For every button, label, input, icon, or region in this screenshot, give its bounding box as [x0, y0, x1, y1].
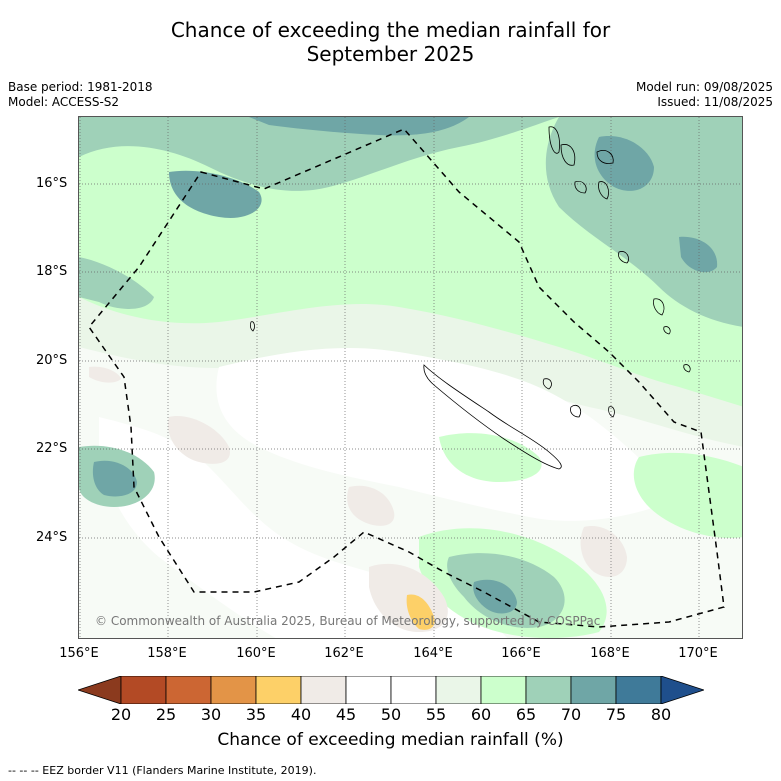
colorbar-extend-high: [660, 675, 706, 705]
title-line-2: September 2025: [306, 42, 475, 66]
lat-label-20s: 20°S: [36, 353, 68, 368]
colorbar-extend-low: [76, 675, 122, 705]
colorbar: [76, 675, 706, 705]
rainfall-map: [78, 116, 743, 639]
model-name: Model: ACCESS-S2: [8, 95, 120, 109]
colorbar-swatch: [165, 675, 212, 705]
colorbar-swatch: [570, 675, 617, 705]
lon-label-168e: 168°E: [590, 646, 630, 661]
lat-label-18s: 18°S: [36, 264, 68, 279]
colorbar-swatch: [300, 675, 347, 705]
lat-label-16s: 16°S: [36, 176, 68, 191]
lon-label-158e: 158°E: [147, 646, 187, 661]
colorbar-tick-label: 45: [335, 705, 357, 724]
colorbar-tick-label: 40: [290, 705, 312, 724]
lat-label-24s: 24°S: [36, 530, 68, 545]
colorbar-tick-label: 70: [560, 705, 582, 724]
map-title: Chance of exceeding the median rainfall …: [0, 18, 781, 66]
lon-label-160e: 160°E: [236, 646, 276, 661]
model-run: Model run: 09/08/2025: [635, 80, 773, 94]
colorbar-label: Chance of exceeding median rainfall (%): [217, 730, 564, 750]
colorbar-tick-label: 25: [155, 705, 177, 724]
lon-label-156e: 156°E: [59, 646, 99, 661]
colorbar-tick-label: 50: [380, 705, 402, 724]
colorbar-tick-label: 65: [515, 705, 537, 724]
meta-left: Base period: 1981-2018 Model: ACCESS-S2: [8, 80, 153, 110]
title-line-1: Chance of exceeding the median rainfall …: [170, 18, 611, 42]
colorbar-tick-label: 35: [245, 705, 267, 724]
lat-label-22s: 22°S: [36, 441, 68, 456]
colorbar-swatch: [525, 675, 572, 705]
colorbar-tick-label: 55: [425, 705, 447, 724]
meta-right: Model run: 09/08/2025 Issued: 11/08/2025: [636, 80, 773, 110]
colorbar-swatch: [480, 675, 527, 705]
eez-footnote: -- -- -- EEZ border V11 (Flanders Marine…: [8, 764, 317, 777]
colorbar-tick-label: 80: [650, 705, 672, 724]
colorbar-tick-label: 30: [200, 705, 222, 724]
colorbar-tick-label: 20: [110, 705, 132, 724]
colorbar-tick-label: 75: [605, 705, 627, 724]
colorbar-swatch: [435, 675, 482, 705]
base-period: Base period: 1981-2018: [8, 80, 153, 94]
colorbar-swatch: [390, 675, 437, 705]
lon-label-164e: 164°E: [413, 646, 453, 661]
colorbar-swatch: [345, 675, 392, 705]
lon-label-162e: 162°E: [324, 646, 364, 661]
colorbar-swatch: [120, 675, 167, 705]
colorbar-tick-label: 60: [470, 705, 492, 724]
colorbar-svg: [76, 675, 706, 705]
colorbar-swatch: [210, 675, 257, 705]
copyright-notice: © Commonwealth of Australia 2025, Bureau…: [95, 614, 601, 628]
issued-date: Issued: 11/08/2025: [657, 95, 773, 109]
lon-label-166e: 166°E: [501, 646, 541, 661]
colorbar-swatch: [615, 675, 662, 705]
colorbar-swatch: [255, 675, 302, 705]
lon-label-170e: 170°E: [678, 646, 718, 661]
